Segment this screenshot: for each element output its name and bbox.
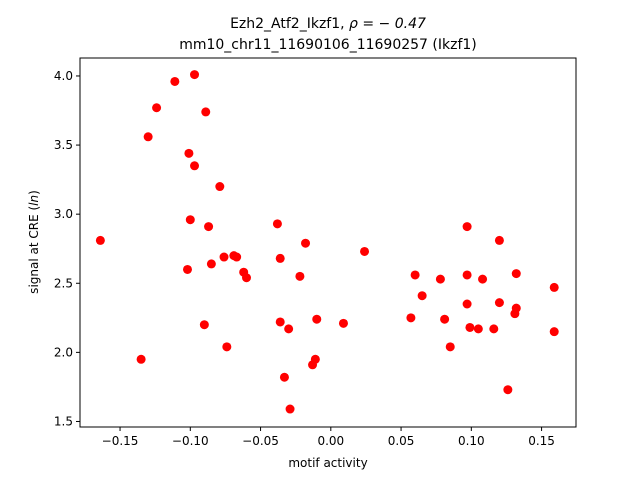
data-point-8 — [190, 70, 200, 80]
data-point-26 — [285, 404, 295, 414]
data-point-39 — [445, 342, 455, 352]
x-tick-label: 0.15 — [528, 434, 555, 448]
x-tick-label: 0.05 — [388, 434, 415, 448]
data-points — [95, 70, 559, 414]
data-point-32 — [338, 318, 348, 328]
y-tick-label: 2.5 — [54, 276, 73, 290]
data-point-9 — [190, 161, 200, 171]
data-point-54 — [549, 327, 559, 337]
data-point-31 — [312, 314, 322, 324]
data-point-3 — [152, 103, 162, 113]
data-point-36 — [417, 291, 427, 301]
data-point-27 — [295, 271, 305, 281]
data-point-46 — [489, 324, 499, 334]
data-point-18 — [232, 252, 242, 262]
data-point-1 — [136, 354, 146, 364]
x-tick-label: −0.05 — [242, 434, 279, 448]
data-point-38 — [440, 314, 450, 324]
data-point-53 — [549, 282, 559, 292]
data-point-42 — [462, 299, 472, 309]
x-tick-label: −0.10 — [172, 434, 209, 448]
y-tick-label: 2.0 — [54, 345, 73, 359]
y-axis-label: signal at CRE (ln) — [27, 190, 41, 294]
data-point-44 — [473, 324, 483, 334]
x-axis-ticks: −0.15 −0.10 −0.05 0.00 0.05 0.10 0.15 — [102, 427, 555, 448]
data-point-41 — [462, 270, 472, 280]
data-point-0 — [95, 235, 105, 245]
data-point-7 — [185, 215, 195, 225]
data-point-34 — [406, 313, 416, 323]
data-point-47 — [494, 235, 504, 245]
plot-frame — [79, 57, 577, 428]
data-point-48 — [494, 298, 504, 308]
data-point-5 — [182, 264, 192, 274]
data-point-22 — [275, 317, 285, 327]
data-point-15 — [219, 252, 229, 262]
data-point-25 — [284, 324, 294, 334]
data-point-24 — [279, 372, 289, 382]
data-point-21 — [272, 219, 282, 229]
data-point-14 — [215, 182, 225, 192]
y-tick-label: 3.5 — [54, 138, 73, 152]
data-point-52 — [511, 269, 521, 279]
data-point-10 — [199, 320, 209, 330]
data-point-4 — [170, 76, 180, 86]
x-tick-label: 0.00 — [317, 434, 344, 448]
chart-title-line2: mm10_chr11_11690106_11690257 (Ikzf1) — [179, 37, 477, 53]
data-point-28 — [301, 238, 311, 248]
x-axis-label: motif activity — [288, 456, 367, 470]
chart-title-line1: Ezh2_Atf2_Ikzf1, ρ = − 0.47 — [230, 16, 426, 32]
y-tick-label: 1.5 — [54, 414, 73, 428]
data-point-16 — [222, 342, 232, 352]
data-point-12 — [204, 222, 214, 232]
data-point-45 — [478, 274, 488, 284]
data-point-23 — [275, 253, 285, 263]
data-point-40 — [462, 222, 472, 232]
x-tick-label: 0.10 — [458, 434, 485, 448]
data-point-35 — [410, 270, 420, 280]
data-point-13 — [206, 259, 216, 269]
data-point-30 — [310, 354, 320, 364]
data-point-37 — [435, 274, 445, 284]
y-axis-ticks: 1.5 2.0 2.5 3.0 3.5 4.0 — [54, 69, 80, 428]
y-tick-label: 4.0 — [54, 69, 73, 83]
data-point-20 — [242, 273, 251, 283]
data-point-2 — [143, 132, 153, 142]
data-point-43 — [465, 322, 475, 332]
y-tick-label: 3.0 — [54, 207, 73, 221]
data-point-51 — [511, 303, 521, 313]
x-tick-label: −0.15 — [102, 434, 139, 448]
data-point-33 — [360, 246, 370, 256]
data-point-11 — [201, 107, 211, 117]
data-point-6 — [184, 148, 194, 158]
data-point-49 — [503, 385, 513, 395]
